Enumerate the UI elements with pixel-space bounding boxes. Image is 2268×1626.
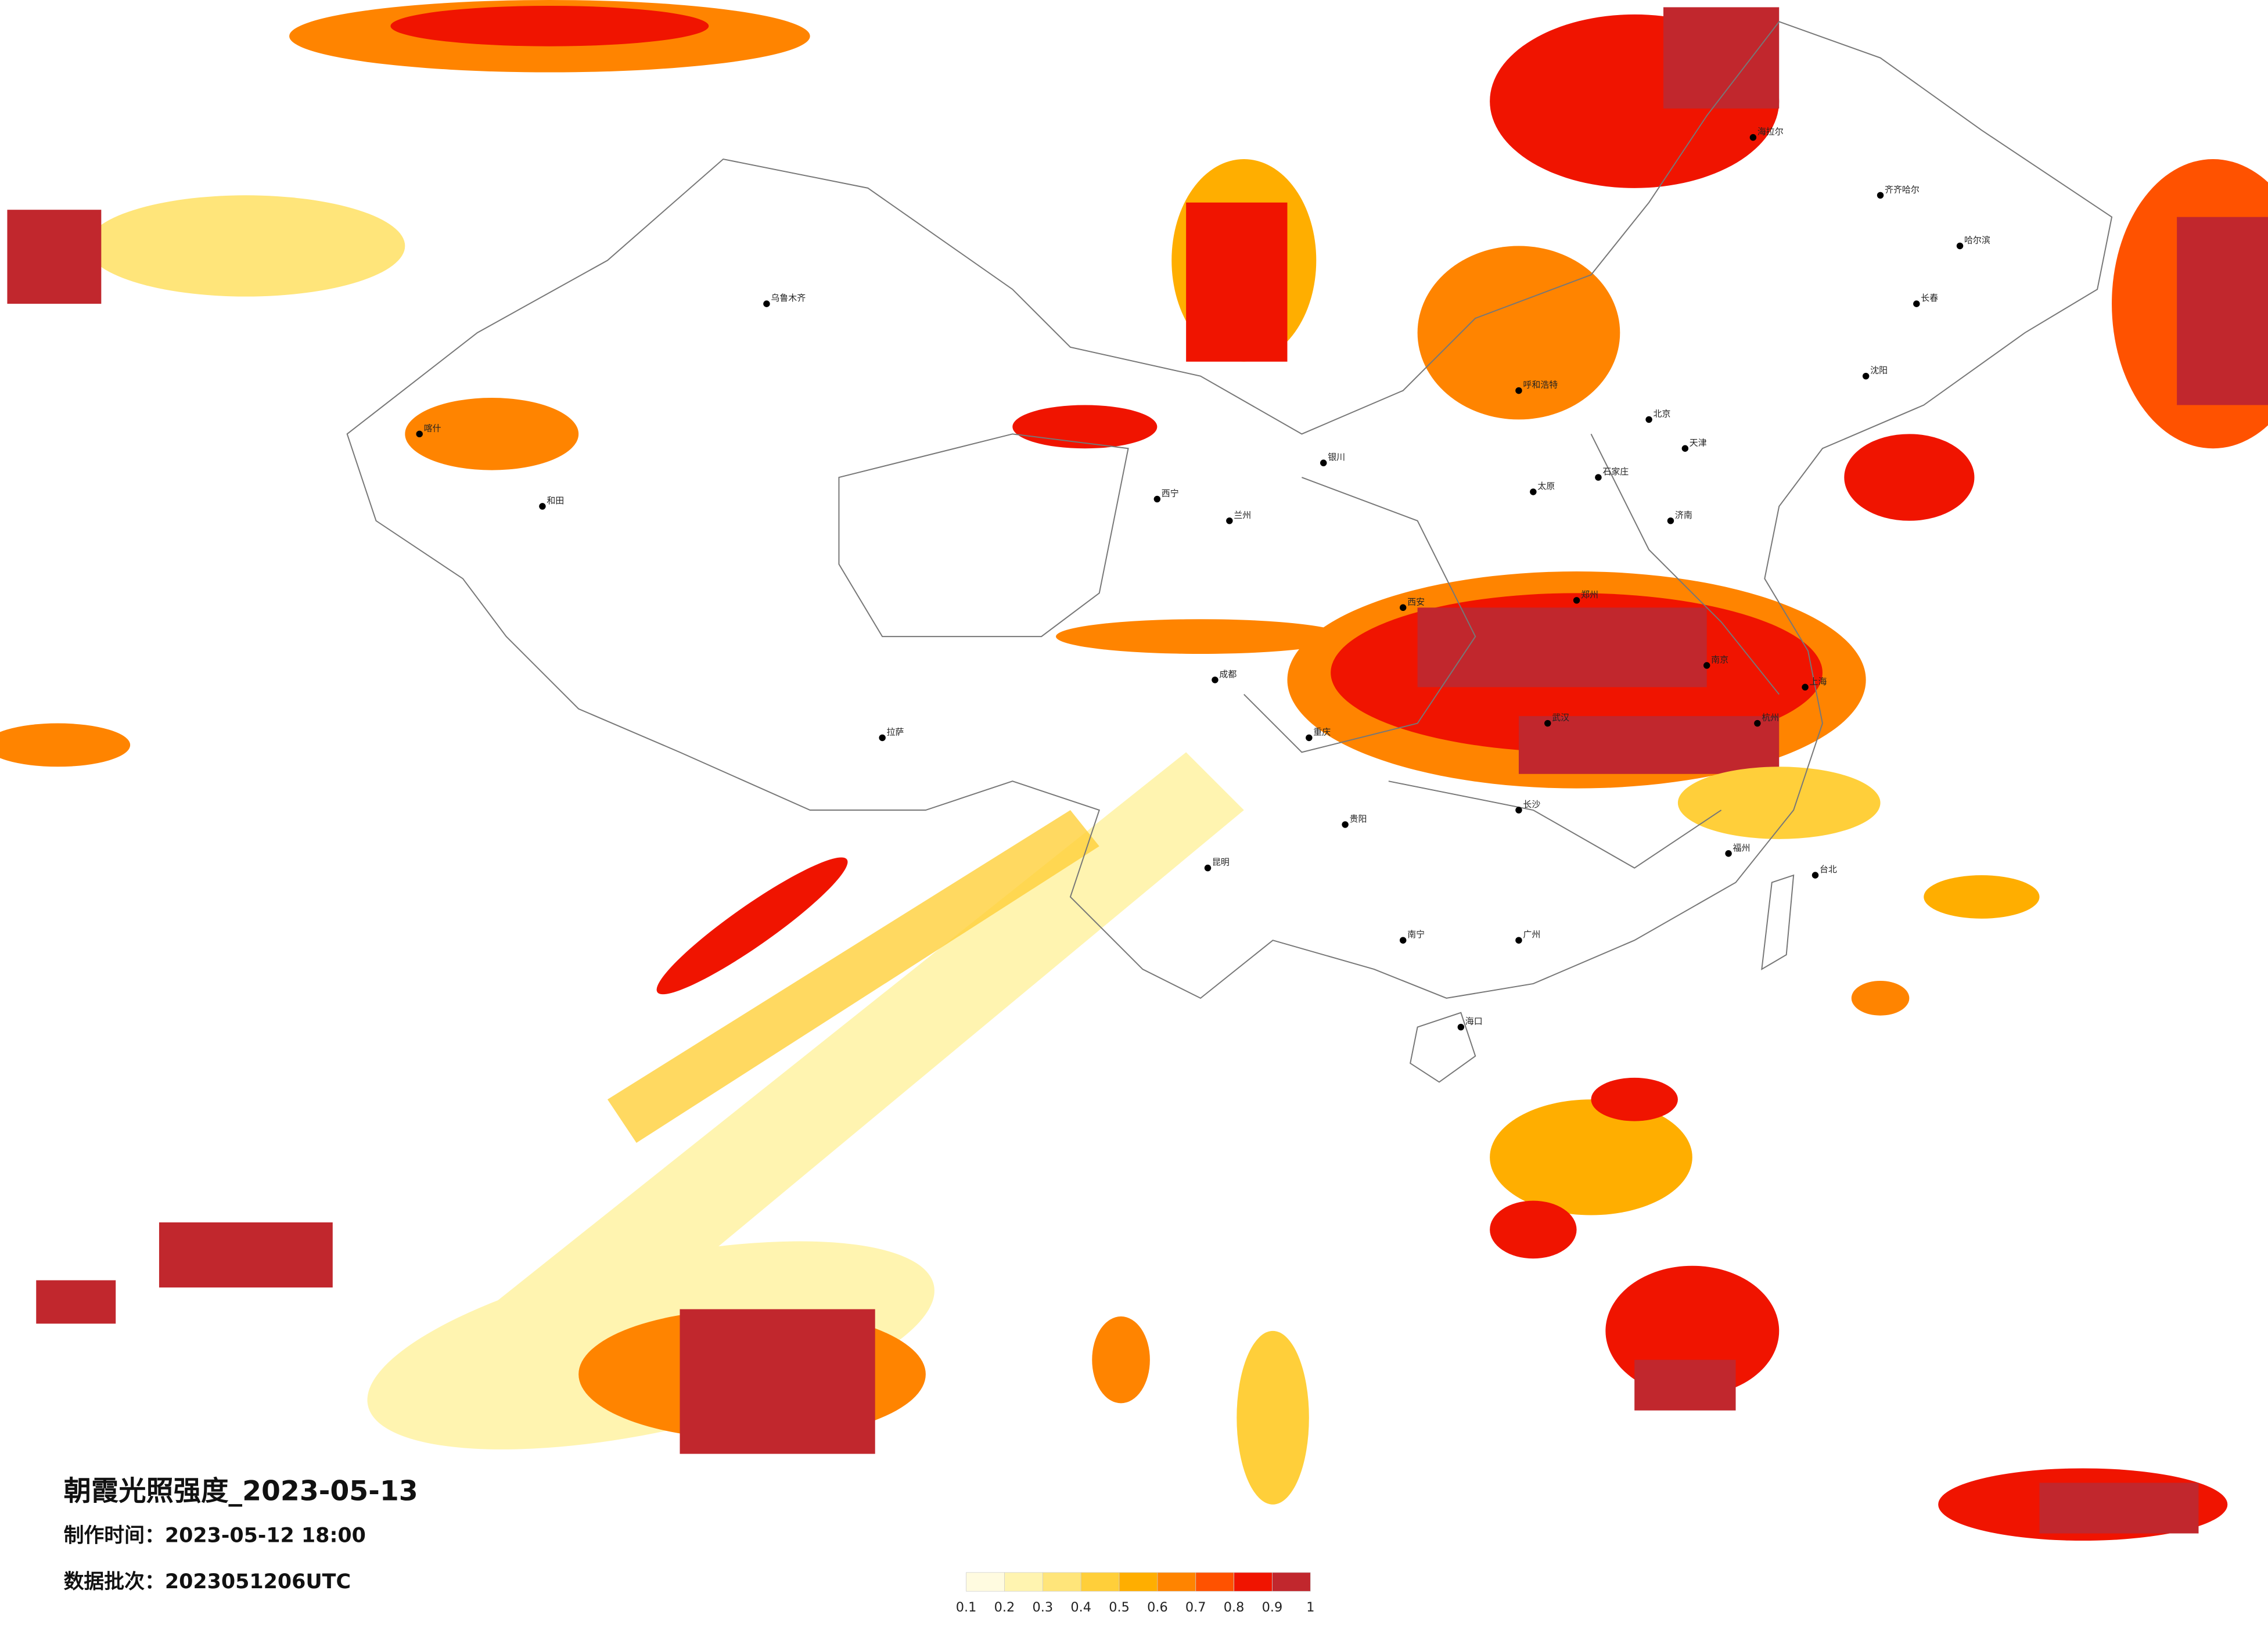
city-label: 济南 [1675, 510, 1692, 520]
city-label: 银川 [1328, 452, 1345, 462]
legend-label: 0.5 [1109, 1600, 1130, 1615]
city-dot [1399, 937, 1407, 944]
city-dot [1877, 192, 1884, 199]
city-dot [1153, 495, 1161, 503]
city-label: 上海 [1810, 676, 1827, 686]
legend-label: 0.6 [1147, 1600, 1168, 1615]
legend-swatch [1157, 1572, 1196, 1592]
city-label: 北京 [1654, 408, 1671, 419]
city-dot [1645, 416, 1652, 423]
city-dot [1749, 134, 1757, 141]
city-label: 成都 [1219, 669, 1237, 679]
city-label: 西安 [1407, 596, 1425, 607]
city-label: 广州 [1523, 929, 1540, 940]
city-label: 海拉尔 [1757, 127, 1784, 137]
city-label: 兰州 [1234, 510, 1251, 520]
legend-swatch [1042, 1572, 1081, 1592]
legend-label: 1 [1306, 1600, 1314, 1615]
city-dot [1530, 488, 1537, 495]
city-label: 长沙 [1523, 799, 1540, 810]
city-label: 昆明 [1212, 857, 1230, 868]
legend-swatch [966, 1572, 1005, 1592]
city-dot [763, 300, 770, 307]
city-label: 郑州 [1581, 589, 1598, 600]
city-label: 和田 [547, 495, 564, 506]
city-label: 呼和浩特 [1523, 380, 1558, 390]
legend-swatch [1234, 1572, 1273, 1592]
city-label: 天津 [1690, 437, 1707, 448]
city-label: 重庆 [1313, 726, 1331, 737]
city-dot [1342, 821, 1349, 828]
legend-swatch [1119, 1572, 1158, 1592]
city-label: 海口 [1465, 1016, 1483, 1027]
city-label: 杭州 [1762, 713, 1779, 723]
legend-swatch [1004, 1572, 1043, 1592]
city-label: 哈尔滨 [1964, 235, 1990, 246]
legend: 0.1 0.2 0.3 0.4 0.5 0.6 0.7 0.8 0.9 1 [956, 1572, 1314, 1615]
legend-swatch [1195, 1572, 1234, 1592]
city-label: 西宁 [1162, 488, 1179, 498]
city-dot [1725, 850, 1732, 857]
city-dot [1320, 459, 1327, 466]
city-dot [1913, 300, 1920, 307]
city-dot [1595, 474, 1602, 481]
legend-label: 0.7 [1185, 1600, 1206, 1615]
city-dot [1573, 597, 1580, 604]
city-dot [1681, 445, 1689, 452]
legend-label: 0.3 [1033, 1600, 1054, 1615]
city-label: 福州 [1733, 843, 1751, 853]
city-label: 台北 [1820, 864, 1837, 875]
city-label: 沈阳 [1870, 365, 1888, 376]
city-dot [1754, 720, 1761, 727]
city-dot [1212, 677, 1219, 684]
city-dot [1515, 937, 1522, 944]
legend-label: 0.4 [1070, 1600, 1091, 1615]
legend-label: 0.1 [956, 1600, 977, 1615]
legend-swatch [1080, 1572, 1120, 1592]
boundaries [346, 21, 2113, 1083]
city-label: 石家庄 [1602, 466, 1629, 477]
city-dot [1306, 734, 1313, 742]
city-label: 南京 [1711, 654, 1728, 665]
city-dot [1956, 242, 1964, 250]
city-label: 武汉 [1552, 713, 1569, 723]
city-label: 长春 [1921, 293, 1938, 303]
city-label: 贵阳 [1350, 814, 1367, 824]
city-dot [1399, 604, 1407, 611]
city-dot [1862, 372, 1870, 380]
made-time: 制作时间：2023-05-12 18:00 [64, 1524, 366, 1548]
city-label: 拉萨 [887, 726, 904, 737]
title: 朝霞光照强度_2023-05-13 [64, 1475, 418, 1507]
city-label: 齐齐哈尔 [1885, 184, 1920, 195]
city-label: 乌鲁木齐 [771, 293, 806, 303]
city-dot [1802, 684, 1809, 691]
legend-label: 0.8 [1224, 1600, 1245, 1615]
city-dot [1515, 807, 1522, 814]
city-label: 南宁 [1407, 929, 1425, 940]
legend-label: 0.9 [1262, 1600, 1283, 1615]
city-dot [1226, 517, 1233, 524]
city-dot [1204, 864, 1212, 872]
city-label: 喀什 [424, 423, 441, 433]
city-label: 太原 [1537, 481, 1555, 491]
city-dot [1515, 387, 1522, 394]
legend-label: 0.2 [994, 1600, 1015, 1615]
city-dot [1457, 1023, 1465, 1031]
city-dot [1811, 872, 1819, 879]
city-dot [1703, 662, 1710, 669]
city-dot [1544, 720, 1551, 727]
city-dot [1667, 517, 1674, 524]
city-dot [539, 503, 546, 510]
city-dot [879, 734, 886, 742]
data-batch: 数据批次：2023051206UTC [64, 1570, 351, 1593]
city-dot [416, 430, 423, 438]
legend-swatch [1272, 1572, 1311, 1592]
